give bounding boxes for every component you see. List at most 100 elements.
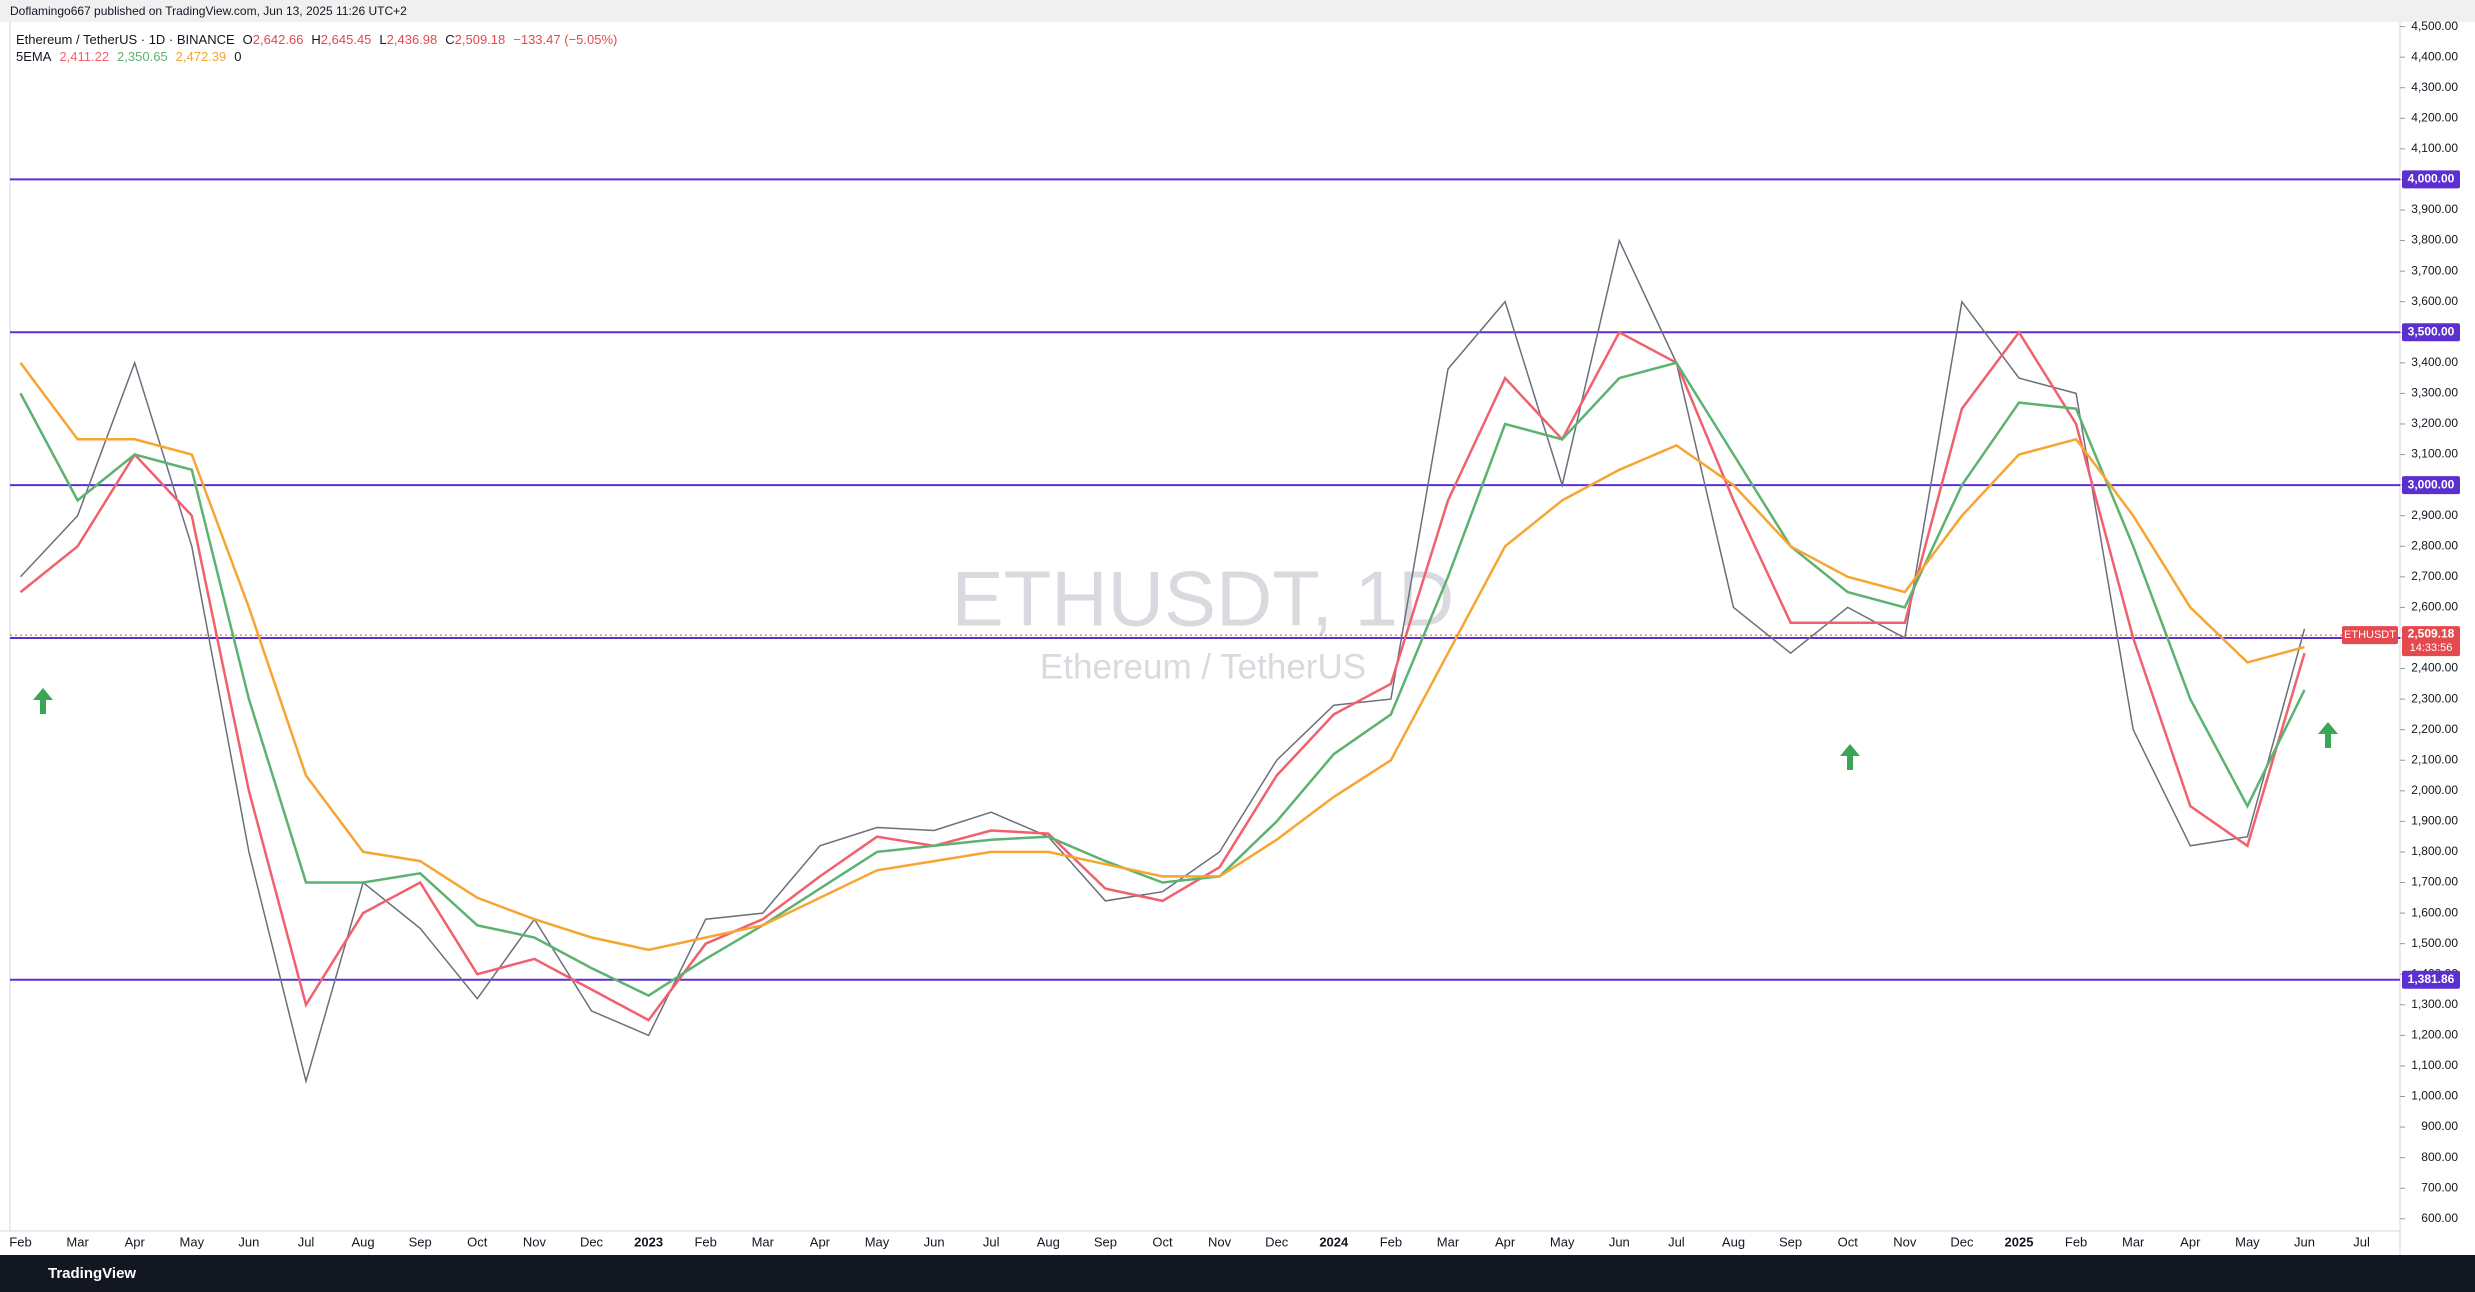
indicator-value: 2,472.39 <box>176 49 227 64</box>
bottom-bar <box>0 1255 2475 1292</box>
x-tick-label: Aug <box>1722 1234 1745 1249</box>
y-tick-label: 2,100.00 <box>2411 752 2458 766</box>
brand: TradingView <box>48 1265 136 1282</box>
x-tick-label: Sep <box>409 1234 432 1249</box>
y-tick-label: 600.00 <box>2421 1211 2458 1225</box>
level-tag <box>2402 476 2460 495</box>
price-tag <box>2402 626 2460 657</box>
x-tick-label: Sep <box>1779 1234 1802 1249</box>
level-tag <box>2402 970 2460 989</box>
x-tick-label: 2025 <box>2005 1234 2034 1249</box>
x-tick-label: Apr <box>810 1234 831 1249</box>
x-tick-label: Nov <box>523 1234 547 1249</box>
y-tick-label: 3,100.00 <box>2411 447 2458 461</box>
x-tick-label: Dec <box>580 1234 604 1249</box>
y-tick-label: 1,900.00 <box>2411 814 2458 828</box>
top-bar <box>0 0 2475 22</box>
indicator-name: 5EMA <box>16 49 52 64</box>
y-tick-label: 3,300.00 <box>2411 386 2458 400</box>
ohlc-key: H <box>311 32 320 47</box>
y-tick-label: 2,600.00 <box>2411 600 2458 614</box>
x-tick-label: Aug <box>1037 1234 1060 1249</box>
y-tick-label: 1,800.00 <box>2411 844 2458 858</box>
x-tick-label: Nov <box>1208 1234 1232 1249</box>
x-tick-label: May <box>180 1234 205 1249</box>
y-tick-label: 1,500.00 <box>2411 936 2458 950</box>
up-arrow <box>1840 744 1860 770</box>
y-tick-label: 1,300.00 <box>2411 997 2458 1011</box>
watermark-title: ETHUSDT, 1D <box>952 555 1455 643</box>
indicator-value: 0 <box>234 49 241 64</box>
x-tick-label: Apr <box>2180 1234 2201 1249</box>
change: −133.47 (−5.05%) <box>513 32 617 47</box>
x-tick-label: Feb <box>2065 1234 2087 1249</box>
y-tick-label: 4,100.00 <box>2411 141 2458 155</box>
ohlc-key: L <box>379 32 386 47</box>
y-tick-label: 1,700.00 <box>2411 875 2458 889</box>
series-line <box>19 238 2306 1085</box>
countdown: 14:33:56 <box>2410 642 2453 654</box>
ohlc-value: 2,509.18 <box>455 32 506 47</box>
x-tick-label: Apr <box>125 1234 146 1249</box>
y-tick-label: 900.00 <box>2421 1119 2458 1133</box>
y-tick-label: 3,600.00 <box>2411 294 2458 308</box>
series-line <box>19 362 2305 952</box>
series-line <box>19 330 2306 1022</box>
x-tick-label: May <box>1550 1234 1575 1249</box>
x-tick-label: Dec <box>1265 1234 1289 1249</box>
y-tick-label: 1,000.00 <box>2411 1089 2458 1103</box>
x-tick-label: Feb <box>694 1234 716 1249</box>
x-tick-label: Nov <box>1893 1234 1917 1249</box>
y-tick-label: 1,100.00 <box>2411 1058 2458 1072</box>
x-tick-label: Mar <box>1437 1234 1460 1249</box>
y-tick-label: 2,800.00 <box>2411 538 2458 552</box>
y-tick-label: 2,400.00 <box>2411 661 2458 675</box>
x-tick-label: Oct <box>1152 1234 1173 1249</box>
level-label: 3,000.00 <box>2408 477 2455 491</box>
x-tick-label: Feb <box>1380 1234 1402 1249</box>
watermark-subtitle: Ethereum / TetherUS <box>1040 647 1366 686</box>
x-tick-label: May <box>2235 1234 2260 1249</box>
x-tick-label: Mar <box>2122 1234 2145 1249</box>
ohlc-value: 2,642.66 <box>253 32 304 47</box>
up-arrow <box>33 688 53 714</box>
y-tick-label: 4,200.00 <box>2411 110 2458 124</box>
y-tick-label: 4,500.00 <box>2411 19 2458 33</box>
x-tick-label: Oct <box>467 1234 488 1249</box>
x-tick-label: Mar <box>66 1234 89 1249</box>
x-tick-label: Dec <box>1950 1234 1974 1249</box>
level-label: 1,381.86 <box>2408 972 2455 986</box>
y-tick-label: 2,700.00 <box>2411 569 2458 583</box>
x-tick-label: Jul <box>1668 1234 1685 1249</box>
y-tick-label: 2,300.00 <box>2411 691 2458 705</box>
level-tag <box>2402 170 2460 189</box>
arrows <box>33 688 2338 770</box>
level-label: 3,500.00 <box>2408 324 2455 338</box>
ohlc-key: O <box>243 32 253 47</box>
published: Doflamingo667 published on TradingView.c… <box>10 4 407 18</box>
indicator-value: 2,411.22 <box>59 49 109 64</box>
up-arrow <box>2318 722 2338 748</box>
x-tick-label: Jul <box>298 1234 315 1249</box>
symbol-line: Ethereum / TetherUS · 1D · BINANCE O2,642… <box>16 32 617 47</box>
x-tick-label: Apr <box>1495 1234 1516 1249</box>
symbol-tag <box>2342 626 2398 645</box>
level-label: 4,000.00 <box>2408 172 2455 186</box>
indicator-value: 2,350.65 <box>117 49 168 64</box>
ohlc-key: C <box>445 32 454 47</box>
y-tick-label: 3,800.00 <box>2411 233 2458 247</box>
y-tick-label: 1,200.00 <box>2411 1028 2458 1042</box>
y-tick-label: 800.00 <box>2421 1150 2458 1164</box>
ohlc-value: 2,645.45 <box>321 32 372 47</box>
y-tick-label: 3,900.00 <box>2411 202 2458 216</box>
x-tick-label: Jun <box>238 1234 259 1249</box>
ohlc-value: 2,436.98 <box>387 32 438 47</box>
x-tick-label: Jun <box>924 1234 945 1249</box>
x-tick-label: Jun <box>2294 1234 2315 1249</box>
y-tick-label: 3,200.00 <box>2411 416 2458 430</box>
y-tick-label: 1,600.00 <box>2411 905 2458 919</box>
x-tick-label: Mar <box>752 1234 775 1249</box>
y-tick-label: 700.00 <box>2421 1180 2458 1194</box>
